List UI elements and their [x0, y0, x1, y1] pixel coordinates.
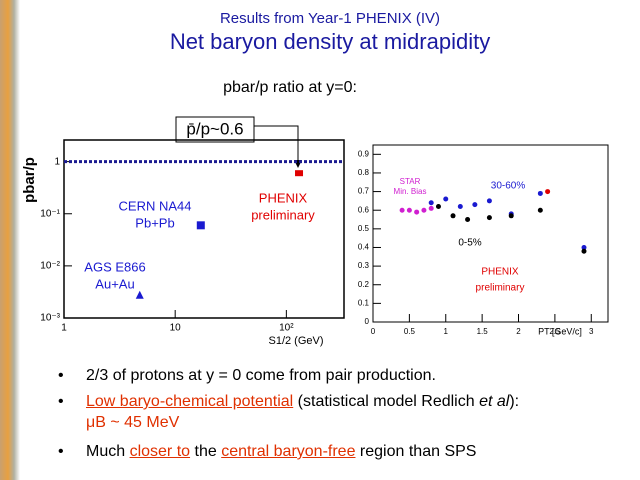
callout-arrow: [254, 125, 299, 162]
point: [414, 209, 420, 215]
highlight: Low baryo-chemical potential: [86, 393, 294, 410]
point: [486, 198, 492, 204]
series-label: CERN NA44: [119, 198, 192, 213]
point: [472, 202, 478, 208]
point: [545, 189, 551, 195]
series-sublabel: preliminary: [476, 283, 525, 294]
y-tick-label: 0: [365, 317, 370, 326]
callout: p̄/p~0.6: [186, 119, 243, 138]
series-label: AGS E866: [84, 259, 145, 274]
callout-box: [175, 116, 255, 143]
point: [508, 213, 514, 219]
point: [135, 290, 144, 299]
x-tick-label: 2: [516, 327, 521, 336]
bullet-text: 2/3 of protons at y = 0 come from pair p…: [86, 367, 436, 384]
bullet-text: region than SPS: [355, 443, 477, 460]
bullet-text: Much: [86, 443, 130, 460]
point: [421, 207, 427, 213]
point: [406, 207, 412, 213]
highlight: central baryon-free: [221, 443, 356, 460]
y-tick-label: 0.3: [358, 261, 370, 270]
point: [443, 196, 449, 202]
point: [486, 215, 492, 221]
series-sublabel: preliminary: [251, 207, 315, 222]
y-tick-label: 0.1: [358, 298, 370, 307]
y-tick-label: 10⁻³: [40, 313, 60, 324]
y-tick-label: 0.4: [358, 243, 370, 252]
series-sublabel: Au+Au: [95, 276, 134, 291]
x-tick-label: 1: [61, 323, 67, 334]
y-tick-label: 0.5: [358, 224, 370, 233]
point: [295, 170, 304, 177]
point: [457, 203, 463, 209]
point: [581, 248, 587, 254]
x-tick-label: 1.5: [477, 327, 489, 336]
point: [196, 221, 205, 230]
series-label: 30-60%: [491, 181, 526, 192]
point: [428, 205, 434, 211]
point: [428, 200, 434, 206]
point: [465, 217, 471, 223]
plot-frame: [63, 139, 345, 319]
series-label: STAR: [400, 177, 421, 186]
series-sublabel: Min. Bias: [394, 187, 427, 196]
x-axis-label: PT [GeV/c]: [538, 326, 582, 336]
bullet-text: (statistical model Redlich: [293, 393, 480, 410]
x-axis-label: S1/2 (GeV): [268, 335, 323, 347]
title: Net baryon density at midrapidity: [170, 29, 490, 54]
y-tick-label: 0.9: [358, 149, 370, 158]
highlight: closer to: [129, 443, 191, 460]
y-tick-label: 0.7: [358, 187, 370, 196]
point: [537, 207, 543, 213]
point: [435, 203, 441, 209]
x-tick-label: 0: [371, 327, 376, 336]
x-tick-label: 0.5: [404, 327, 416, 336]
point: [581, 244, 587, 250]
point: [399, 207, 405, 213]
side-stripe: [0, 0, 20, 480]
y-tick-label: 1: [54, 156, 60, 167]
y-tick-label: 0.2: [358, 280, 370, 289]
y-tick-label: 10⁻²: [40, 261, 60, 272]
bullet-text: et al: [479, 393, 510, 410]
bullet-text: ):: [509, 393, 520, 410]
bullet-text: the: [190, 443, 222, 460]
y-tick-label: 0.6: [358, 205, 370, 214]
point: [537, 190, 543, 196]
x-tick-label: 2.5: [549, 327, 561, 336]
series-sublabel: Pb+Pb: [135, 215, 174, 230]
kicker: Results from Year-1 PHENIX (IV): [220, 10, 440, 27]
x-tick-label: 1: [444, 327, 449, 336]
subtitle: pbar/p ratio at y=0:: [223, 79, 357, 96]
y-tick-label: 0.8: [358, 168, 370, 177]
x-tick-label: 3: [589, 327, 594, 336]
y-tick-label: 10⁻¹: [40, 208, 60, 219]
plot-frame: [372, 144, 609, 323]
series-label: PHENIX: [481, 267, 519, 278]
point: [450, 213, 456, 219]
bullet-line: μB ~ 45 MeV: [86, 414, 180, 431]
x-tick-label: 10²: [279, 323, 294, 334]
y-axis-label: pbar/p: [21, 157, 38, 203]
series-label: PHENIX: [259, 190, 308, 205]
x-tick-label: 10: [170, 323, 182, 334]
series-label: 0-5%: [458, 238, 481, 249]
